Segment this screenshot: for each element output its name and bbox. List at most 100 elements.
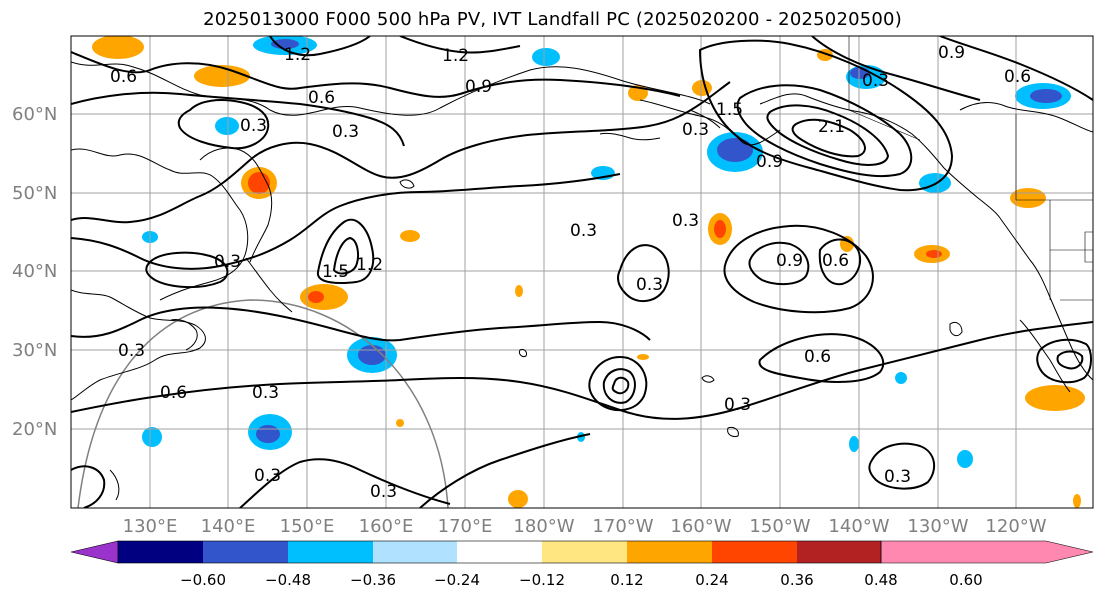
pv-contours xyxy=(71,36,1093,508)
shade-orange-patch xyxy=(1010,188,1046,208)
contour-label: 1.2 xyxy=(284,45,311,65)
contour-label: 0.9 xyxy=(938,43,965,63)
lon-label-150w: 150°W xyxy=(749,516,810,537)
contour-label: 0.3 xyxy=(254,466,281,486)
colorbar-tick-label: −0.36 xyxy=(350,571,396,589)
colorbar-tick-label: 0.60 xyxy=(949,571,982,589)
lon-label-160w: 160°W xyxy=(670,516,731,537)
lat-label-40n: 40°N xyxy=(12,261,57,282)
contour-label: 0.3 xyxy=(570,221,597,241)
shade-orange-patch xyxy=(1025,385,1085,411)
lon-label-130e: 130°E xyxy=(123,516,178,537)
shade-red-patch xyxy=(714,220,726,238)
shade-red-patch xyxy=(308,291,324,303)
contour-label: 2.1 xyxy=(818,117,845,137)
colorbar-tick-label: 0.36 xyxy=(780,571,813,589)
contour-label: 0.9 xyxy=(756,152,783,172)
map-plot-area: 0.6 1.2 1.2 0.6 0.3 0.3 0.9 0.9 0.6 0.3 … xyxy=(71,36,1093,508)
contour-label: 0.3 xyxy=(636,275,663,295)
contour-label: 0.3 xyxy=(118,341,145,361)
contour-label: 0.6 xyxy=(1004,67,1031,87)
contour-label: 0.3 xyxy=(884,467,911,487)
colorbar-tick-label: −0.24 xyxy=(434,571,480,589)
contour-label: 0.9 xyxy=(465,77,492,97)
contour-label-group: 0.6 1.2 1.2 0.6 0.3 0.3 0.9 0.9 0.6 0.3 … xyxy=(110,43,1031,502)
colorbar-swatch xyxy=(118,541,203,563)
contour-label: 0.3 xyxy=(672,211,699,231)
colorbar-extend-low xyxy=(70,540,119,564)
lon-axis-labels: 130°E 140°E 150°E 160°E 170°E 180°W 170°… xyxy=(123,516,1047,537)
contour-label: 1.5 xyxy=(322,262,349,282)
shade-orange-patch xyxy=(692,80,712,96)
shade-blue-patch xyxy=(717,138,753,162)
contour-label: 0.9 xyxy=(776,251,803,271)
lon-label-150e: 150°E xyxy=(280,516,335,537)
lon-label-140e: 140°E xyxy=(201,516,256,537)
shade-blue-patch xyxy=(532,48,560,66)
colorbar-swatch xyxy=(203,541,288,563)
shade-blue-patch xyxy=(849,436,859,452)
contour-label: 0.3 xyxy=(682,120,709,140)
contour-label: 0.6 xyxy=(308,88,335,108)
lon-label-140w: 140°W xyxy=(828,516,889,537)
colorbar-swatch xyxy=(542,541,627,563)
lat-label-20n: 20°N xyxy=(12,419,57,440)
colorbar-tick-label: −0.60 xyxy=(180,571,226,589)
contour-label: 0.6 xyxy=(804,347,831,367)
lon-label-170e: 170°E xyxy=(438,516,493,537)
lat-label-60n: 60°N xyxy=(12,104,57,125)
colorbar-tick-label: 0.12 xyxy=(610,571,643,589)
map-title: 2025013000 F000 500 hPa PV, IVT Landfall… xyxy=(203,9,902,30)
shade-red-patch xyxy=(926,250,942,258)
shade-orange-patch xyxy=(396,419,404,427)
coastlines xyxy=(71,61,1093,501)
shade-orange-patch xyxy=(400,230,420,242)
shade-blue-patch xyxy=(271,39,299,49)
lon-label-120w: 120°W xyxy=(985,516,1046,537)
colorbar-swatch xyxy=(288,541,373,563)
contour-label: 0.3 xyxy=(252,383,279,403)
graticule xyxy=(71,36,1093,508)
contour-label: 1.5 xyxy=(716,100,743,120)
shade-orange-patch xyxy=(194,65,250,87)
contour-label: 0.3 xyxy=(724,395,751,415)
colorbar: −0.60 −0.48 −0.36 −0.24 −0.12 0.12 0.24 … xyxy=(70,540,1094,589)
shade-orange-patch xyxy=(515,285,523,297)
contour-label: 0.6 xyxy=(822,251,849,271)
contour-label: 1.2 xyxy=(356,255,383,275)
contour-label: 0.3 xyxy=(332,122,359,142)
colorbar-swatch xyxy=(457,541,542,563)
shade-orange-patch xyxy=(637,354,649,360)
lat-label-50n: 50°N xyxy=(12,183,57,204)
colorbar-tick-label: −0.12 xyxy=(519,571,565,589)
shade-blue-patch xyxy=(256,425,280,443)
map-border xyxy=(70,35,1094,509)
contour-label: 0.3 xyxy=(240,116,267,136)
colorbar-swatch xyxy=(797,541,881,563)
shade-orange-patch xyxy=(508,490,528,508)
lat-label-30n: 30°N xyxy=(12,340,57,361)
pc-shading xyxy=(92,36,1085,508)
contour-label: 0.3 xyxy=(214,252,241,272)
contour-label: 0.6 xyxy=(110,67,137,87)
shade-orange-patch xyxy=(92,36,144,59)
lon-label-170w: 170°W xyxy=(592,516,653,537)
contour-label: 1.2 xyxy=(442,46,469,66)
colorbar-swatch xyxy=(627,541,712,563)
shade-blue-patch xyxy=(895,372,907,384)
shade-blue-patch xyxy=(142,427,162,447)
lon-label-180w: 180°W xyxy=(513,516,574,537)
colorbar-swatch xyxy=(712,541,797,563)
lon-label-160e: 160°E xyxy=(359,516,414,537)
colorbar-extend-high xyxy=(880,540,1094,564)
shade-blue-patch xyxy=(215,117,239,135)
colorbar-tick-label: 0.24 xyxy=(695,571,728,589)
lat-axis-labels: 60°N 50°N 40°N 30°N 20°N xyxy=(12,104,57,440)
shade-blue-patch xyxy=(1030,89,1062,103)
contour-label: 0.3 xyxy=(862,71,889,91)
range-circle xyxy=(77,299,449,508)
colorbar-tick-label: 0.48 xyxy=(864,571,897,589)
colorbar-swatch xyxy=(373,541,457,563)
contour-label: 0.6 xyxy=(160,383,187,403)
